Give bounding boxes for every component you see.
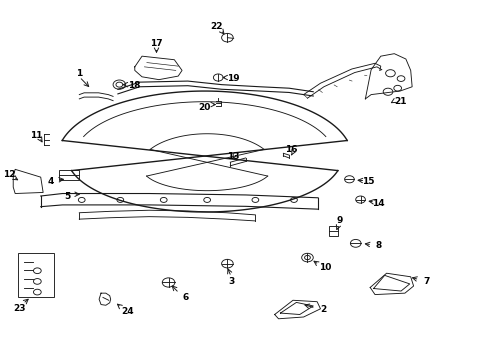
- Text: 14: 14: [371, 199, 384, 208]
- Text: 16: 16: [285, 145, 297, 154]
- Text: 5: 5: [64, 192, 70, 201]
- Text: 9: 9: [336, 216, 342, 225]
- Text: 11: 11: [30, 131, 42, 140]
- Text: 3: 3: [228, 277, 234, 286]
- Text: 17: 17: [150, 39, 163, 48]
- Text: 12: 12: [3, 170, 16, 179]
- Text: 13: 13: [227, 152, 240, 161]
- Text: 15: 15: [362, 177, 374, 186]
- Text: 20: 20: [198, 103, 210, 112]
- Text: 18: 18: [127, 81, 140, 90]
- Text: 1: 1: [76, 69, 82, 78]
- Text: 23: 23: [13, 303, 25, 312]
- Text: 24: 24: [121, 307, 134, 316]
- Text: 21: 21: [393, 97, 406, 106]
- Text: 6: 6: [182, 293, 188, 302]
- Text: 4: 4: [47, 177, 54, 186]
- Text: 19: 19: [227, 74, 240, 83]
- Text: 2: 2: [319, 305, 325, 314]
- Text: 7: 7: [423, 277, 429, 286]
- Text: 22: 22: [210, 22, 223, 31]
- Text: 8: 8: [374, 241, 381, 250]
- Text: 10: 10: [319, 263, 331, 272]
